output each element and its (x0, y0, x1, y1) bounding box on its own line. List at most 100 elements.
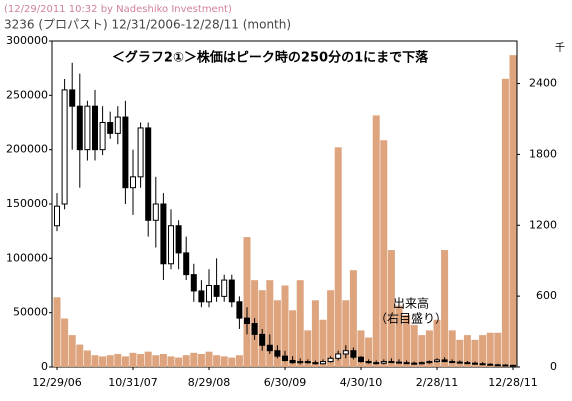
volume-bar (53, 297, 61, 367)
candle-body (297, 361, 304, 364)
annotation: ＜グラフ2①＞株価はピーク時の250分の1にまで下落 (112, 50, 429, 66)
volume-bar (61, 318, 69, 367)
annotation: 出来高 (393, 296, 429, 311)
volume-bar (228, 357, 236, 367)
volume-bar (372, 115, 380, 367)
volume-bar (182, 355, 190, 367)
volume-bar (114, 354, 122, 367)
volume-bar (433, 319, 441, 367)
x-tick-label: 10/31/07 (108, 376, 157, 389)
candle-body (69, 89, 76, 107)
candle-body (487, 363, 494, 366)
candle-body (350, 350, 357, 358)
volume-bar (334, 147, 342, 367)
volume-bar (425, 330, 433, 367)
candle-body (114, 116, 121, 134)
volume-bar (273, 300, 281, 367)
volume-bar (281, 285, 289, 367)
volume-bar (418, 335, 426, 367)
candle-body (289, 359, 296, 364)
volume-bar (144, 351, 152, 367)
candle-body (198, 290, 205, 303)
candle-body (221, 279, 228, 297)
candle-body (434, 359, 440, 363)
candle-body (358, 356, 364, 363)
y-tick-label: 250000 (6, 88, 48, 101)
candle-body (365, 361, 372, 364)
candle-body (464, 362, 471, 365)
volume-bar (319, 319, 327, 367)
candle-body (342, 350, 349, 355)
volume-bar (258, 290, 266, 367)
candle-body (84, 105, 91, 151)
candle-body (122, 116, 129, 189)
candle-body (168, 225, 174, 265)
candle-body (304, 361, 311, 364)
candle-body (472, 362, 478, 365)
volume-bar (494, 332, 502, 367)
volume-bar (289, 310, 297, 367)
volume-bar (190, 352, 198, 367)
y2-tick-label: 1200 (529, 218, 557, 231)
chart-title: 3236 (プロパスト) 12/31/2006-12/28/11 (month) (4, 18, 291, 32)
volume-bar (137, 354, 145, 367)
y-tick-label: 0 (41, 360, 48, 373)
volume-bar (456, 339, 464, 367)
candle-body (137, 127, 144, 178)
candle-body (145, 127, 152, 221)
volume-bar (479, 335, 487, 367)
volume-bar (342, 300, 350, 367)
volume-bar (296, 280, 304, 367)
candle-body (426, 361, 433, 364)
candle-body (244, 317, 250, 325)
volume-bar (106, 355, 114, 367)
annotation: （右目盛り） (375, 311, 447, 326)
volume-bar (243, 237, 251, 367)
y2-tick-label: 600 (536, 289, 557, 302)
candle-body (449, 361, 456, 364)
volume-bar (197, 354, 205, 367)
candle-body (380, 361, 387, 364)
volume-bar (99, 356, 107, 367)
volume-bar (501, 78, 509, 367)
candle-body (251, 323, 258, 335)
candle-body (441, 359, 448, 363)
candle-body (259, 333, 266, 346)
candle-body (206, 285, 212, 303)
candle-body (312, 362, 319, 365)
candle-body (54, 205, 60, 227)
candle-body (130, 176, 136, 189)
volume-bar (175, 357, 183, 367)
candle-body (160, 203, 167, 265)
candle-body (388, 361, 395, 364)
y2-tick-label: 1800 (529, 147, 557, 160)
y2-label: 千 (555, 42, 565, 54)
volume-bar (441, 250, 449, 367)
x-tick-label: 12/28/11 (488, 376, 537, 389)
volume-bar (327, 290, 335, 367)
candle-body (152, 203, 159, 221)
candle-body (510, 364, 516, 367)
volume-bar (266, 280, 274, 367)
y2-tick-label: 0 (550, 360, 557, 373)
x-tick-label: 4/30/10 (340, 376, 382, 389)
volume-bar (76, 344, 84, 367)
candle-body (373, 362, 380, 365)
volume-bar (159, 354, 167, 367)
volume-bar (471, 339, 479, 367)
y-tick-label: 100000 (6, 251, 48, 264)
volume-bar (395, 305, 403, 367)
volume-bar (213, 355, 221, 367)
candle-body (76, 105, 83, 151)
candle-body (274, 350, 281, 357)
candle-body (190, 274, 197, 292)
volume-bar (68, 335, 76, 367)
candle-body (99, 122, 106, 151)
candle-body (494, 364, 501, 367)
volume-bar (167, 356, 175, 367)
volume-bar (121, 356, 129, 367)
volume-bar (486, 332, 494, 367)
candle-body (418, 362, 425, 365)
chart-subtitle: (12/29/2011 10:32 by Nadeshiko Investmen… (4, 4, 232, 15)
